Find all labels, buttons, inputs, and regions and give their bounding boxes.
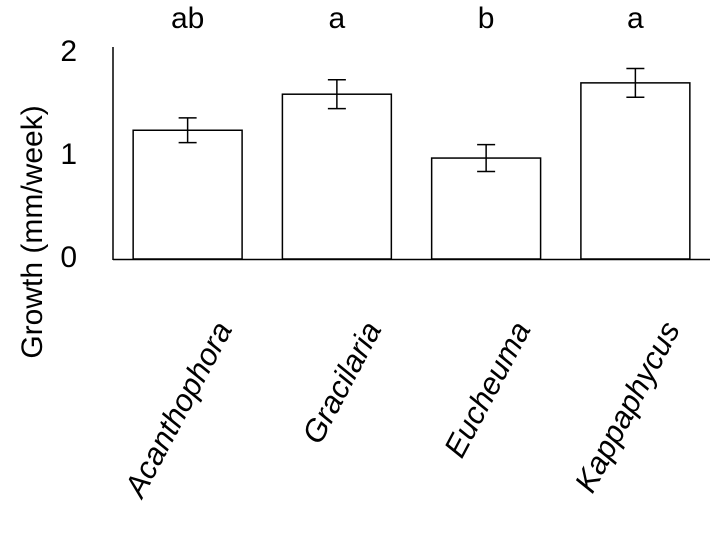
error-bar bbox=[626, 67, 645, 99]
bars bbox=[132, 82, 691, 260]
bar bbox=[430, 157, 542, 260]
y-axis-title: Growth (mm/week) bbox=[16, 105, 49, 358]
error-bar bbox=[477, 143, 496, 173]
significance-label: ab bbox=[171, 2, 204, 35]
y-tick-label: 0 bbox=[60, 241, 77, 274]
category-labels: Acanthophora Gracilaria Eucheuma Kappaphycu… bbox=[117, 316, 687, 505]
significance-label: a bbox=[329, 2, 346, 35]
y-tick-label: 1 bbox=[60, 138, 77, 171]
significance-label: b bbox=[478, 2, 495, 35]
error-bars bbox=[178, 67, 645, 173]
significance-labels: ab a b a bbox=[171, 2, 644, 35]
error-bar bbox=[178, 117, 197, 144]
category-label: Eucheuma bbox=[437, 316, 537, 463]
bar bbox=[132, 129, 243, 260]
category-label: Acanthophora bbox=[117, 316, 239, 505]
significance-label: a bbox=[627, 2, 644, 35]
y-tick-label: 2 bbox=[60, 35, 77, 68]
category-label: Kappaphycus bbox=[568, 316, 687, 498]
category-label: Gracilaria bbox=[295, 316, 388, 450]
y-tick-labels: 0 1 2 bbox=[60, 35, 77, 274]
bar bbox=[580, 82, 691, 260]
bar bbox=[281, 93, 393, 260]
error-bar bbox=[327, 79, 346, 110]
